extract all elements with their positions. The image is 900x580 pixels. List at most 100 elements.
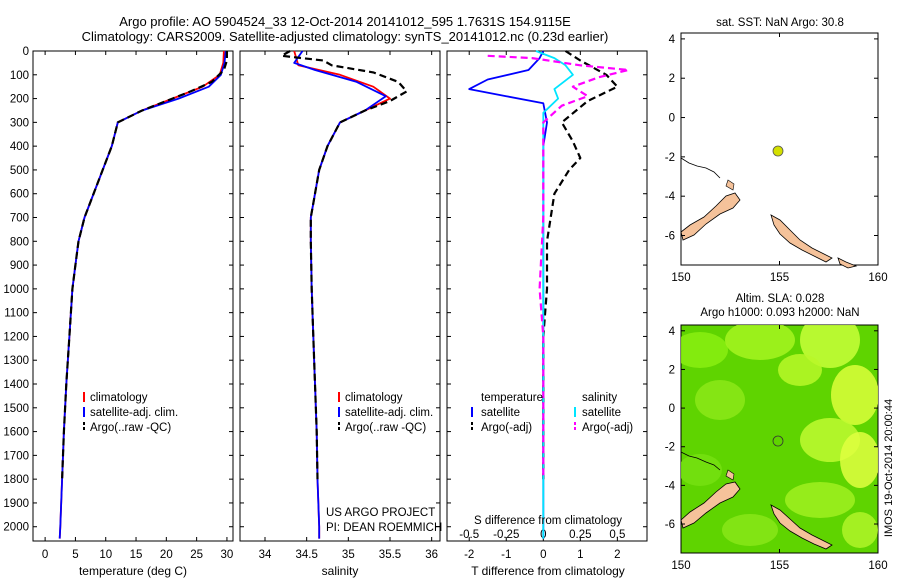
difference-x-label-top: S difference from climatology	[474, 515, 622, 527]
depth-tick-label: 2000	[3, 522, 29, 534]
depth-tick-label: 600	[10, 189, 29, 201]
new-guinea-north-coast	[680, 451, 721, 471]
x-tick-label: 0	[540, 549, 546, 561]
x-tick-label: 0	[42, 549, 48, 561]
x-tick-label: 2	[614, 549, 620, 561]
depth-tick-label: 1000	[3, 284, 29, 296]
y-tick-label: 4	[669, 34, 676, 46]
legend-label-temperature-argo: Argo(-adj)	[481, 422, 532, 434]
difference-x-label: T difference from climatology	[471, 564, 625, 578]
legend-label-salinity-argo: Argo(-adj)	[582, 422, 633, 434]
legend-label-salinity-satellite: satellite	[582, 407, 621, 419]
sst-map-title: sat. SST: NaN Argo: 30.8	[716, 17, 844, 29]
difference-panel: -2 -1 0 1 2 -0.5 -0.25 0 0.25 0.5 temperature sa…	[446, 50, 648, 578]
y-tick-label: 2	[669, 73, 675, 85]
legend-label-satellite: satellite-adj. clim.	[90, 407, 178, 419]
series-line	[293, 50, 391, 539]
depth-tick-label: 900	[10, 260, 29, 272]
temperature-x-axis: 0 5 10 15 20 25 30	[42, 51, 233, 561]
depth-tick-label: 1200	[3, 331, 29, 343]
sla-blob	[785, 482, 855, 518]
x-tick-label: 1	[577, 549, 583, 561]
depth-tick-label: 1100	[4, 308, 29, 320]
sla-blob	[695, 380, 745, 420]
sla-blob	[778, 354, 822, 386]
y-tick-label: 4	[669, 326, 676, 338]
legend-label-argo: Argo(..raw -QC)	[345, 422, 426, 434]
x-tick-label: 35	[342, 549, 355, 561]
sla-map-x-axis: 150 155 160	[671, 325, 888, 572]
y-tick-label: -2	[665, 152, 675, 164]
legend-label-temperature-satellite: satellite	[481, 407, 520, 419]
series-line	[280, 50, 408, 480]
sla-blob	[681, 332, 728, 368]
sst-map-land	[680, 157, 858, 269]
sla-map-land	[680, 451, 833, 550]
legend-label-climatology: climatology	[345, 392, 403, 404]
sla-map-title: Altim. SLA: 0.028	[736, 293, 825, 305]
sla-map-panel: Altim. SLA: 0.028 Argo h1000: 0.093 h200…	[665, 293, 888, 572]
salinity-difference-axis: -0.5 -0.25 0 0.25 0.5	[459, 529, 625, 541]
salinity-plot-frame	[239, 50, 441, 542]
depth-tick-label: 400	[10, 141, 29, 153]
depth-tick-label: 1400	[3, 379, 29, 391]
temperature-plot-frame	[32, 50, 234, 542]
difference-x-axis: -2 -1 0 1 2	[464, 51, 621, 561]
legend-title-temperature: temperature	[481, 392, 543, 404]
legend-label-climatology: climatology	[90, 392, 148, 404]
temperature-panel: 0100200300400500600700800900100011001200…	[3, 46, 234, 578]
new-guinea-land	[680, 192, 741, 241]
x-tick-label: 160	[868, 272, 887, 284]
s-tick-label: 0.5	[609, 529, 625, 541]
sst-map-panel: sat. SST: NaN Argo: 30.8 150 155 160 4 2 0 -2…	[665, 17, 888, 284]
depth-tick-label: 100	[10, 70, 29, 82]
sla-blob	[842, 512, 878, 548]
sla-map-subtitle: Argo h1000: 0.093 h2000: NaN	[700, 307, 859, 319]
sla-blob	[681, 454, 722, 486]
s-tick-label: -0.25	[493, 529, 519, 541]
x-tick-label: 25	[190, 549, 203, 561]
depth-tick-label: 200	[10, 94, 29, 106]
sla-map-y-axis: 4 2 0 -2 -4 -6	[665, 326, 878, 531]
legend-title-salinity: salinity	[582, 392, 617, 404]
header-line2: Climatology: CARS2009. Satellite-adjuste…	[82, 29, 609, 44]
sst-float-marker	[772, 145, 784, 157]
sst-map-y-axis: 4 2 0 -2 -4 -6	[665, 34, 878, 243]
y-tick-label: 0	[669, 113, 675, 125]
x-tick-label: 30	[221, 549, 234, 561]
depth-tick-label: 1800	[3, 474, 29, 486]
depth-axis: 0 100 200 300 400 500 600 700 800 900 1000 1100 1200…	[3, 46, 233, 534]
sla-blob	[800, 325, 860, 368]
depth-tick-label: 1300	[3, 355, 29, 367]
pi-annotation: PI: DEAN ROEMMICH	[326, 522, 442, 534]
new-guinea-north-coast	[680, 157, 721, 179]
y-tick-label: -6	[665, 231, 675, 243]
temperature-series	[58, 50, 228, 539]
sla-blob	[722, 514, 778, 546]
salinity-x-label: salinity	[322, 564, 359, 578]
y-tick-label: 0	[669, 403, 675, 415]
new-britain-land	[770, 504, 833, 550]
sla-heatmap-field	[681, 325, 878, 548]
x-tick-label: 150	[671, 272, 690, 284]
salinity-series	[280, 50, 408, 539]
sla-blob	[725, 325, 795, 360]
salinity-legend: climatology satellite-adj. clim. Argo(..…	[338, 392, 433, 434]
temperature-legend: climatology satellite-adj. clim. Argo(..…	[83, 392, 178, 434]
series-line	[61, 51, 228, 480]
salinity-panel: 34 34.5 35 35.5 36 climatology satellite-adj…	[239, 50, 442, 578]
x-tick-label: -2	[464, 549, 474, 561]
series-line	[58, 50, 227, 539]
y-tick-label: 2	[669, 364, 675, 376]
salinity-x-axis: 34 34.5 35 35.5 36	[259, 51, 438, 561]
s-tick-label: 0.25	[569, 529, 591, 541]
new-britain-land	[770, 214, 833, 263]
x-tick-label: 155	[770, 560, 789, 572]
sla-float-marker	[772, 435, 784, 447]
depth-tick-label: 1500	[3, 403, 29, 415]
depth-tick-label: 700	[10, 213, 29, 225]
sst-map-x-axis: 150 155 160	[671, 33, 888, 284]
legend-label-argo: Argo(..raw -QC)	[90, 422, 171, 434]
temperature-x-label: temperature (deg C)	[79, 564, 187, 578]
salinity-depth-ticks	[240, 50, 440, 528]
